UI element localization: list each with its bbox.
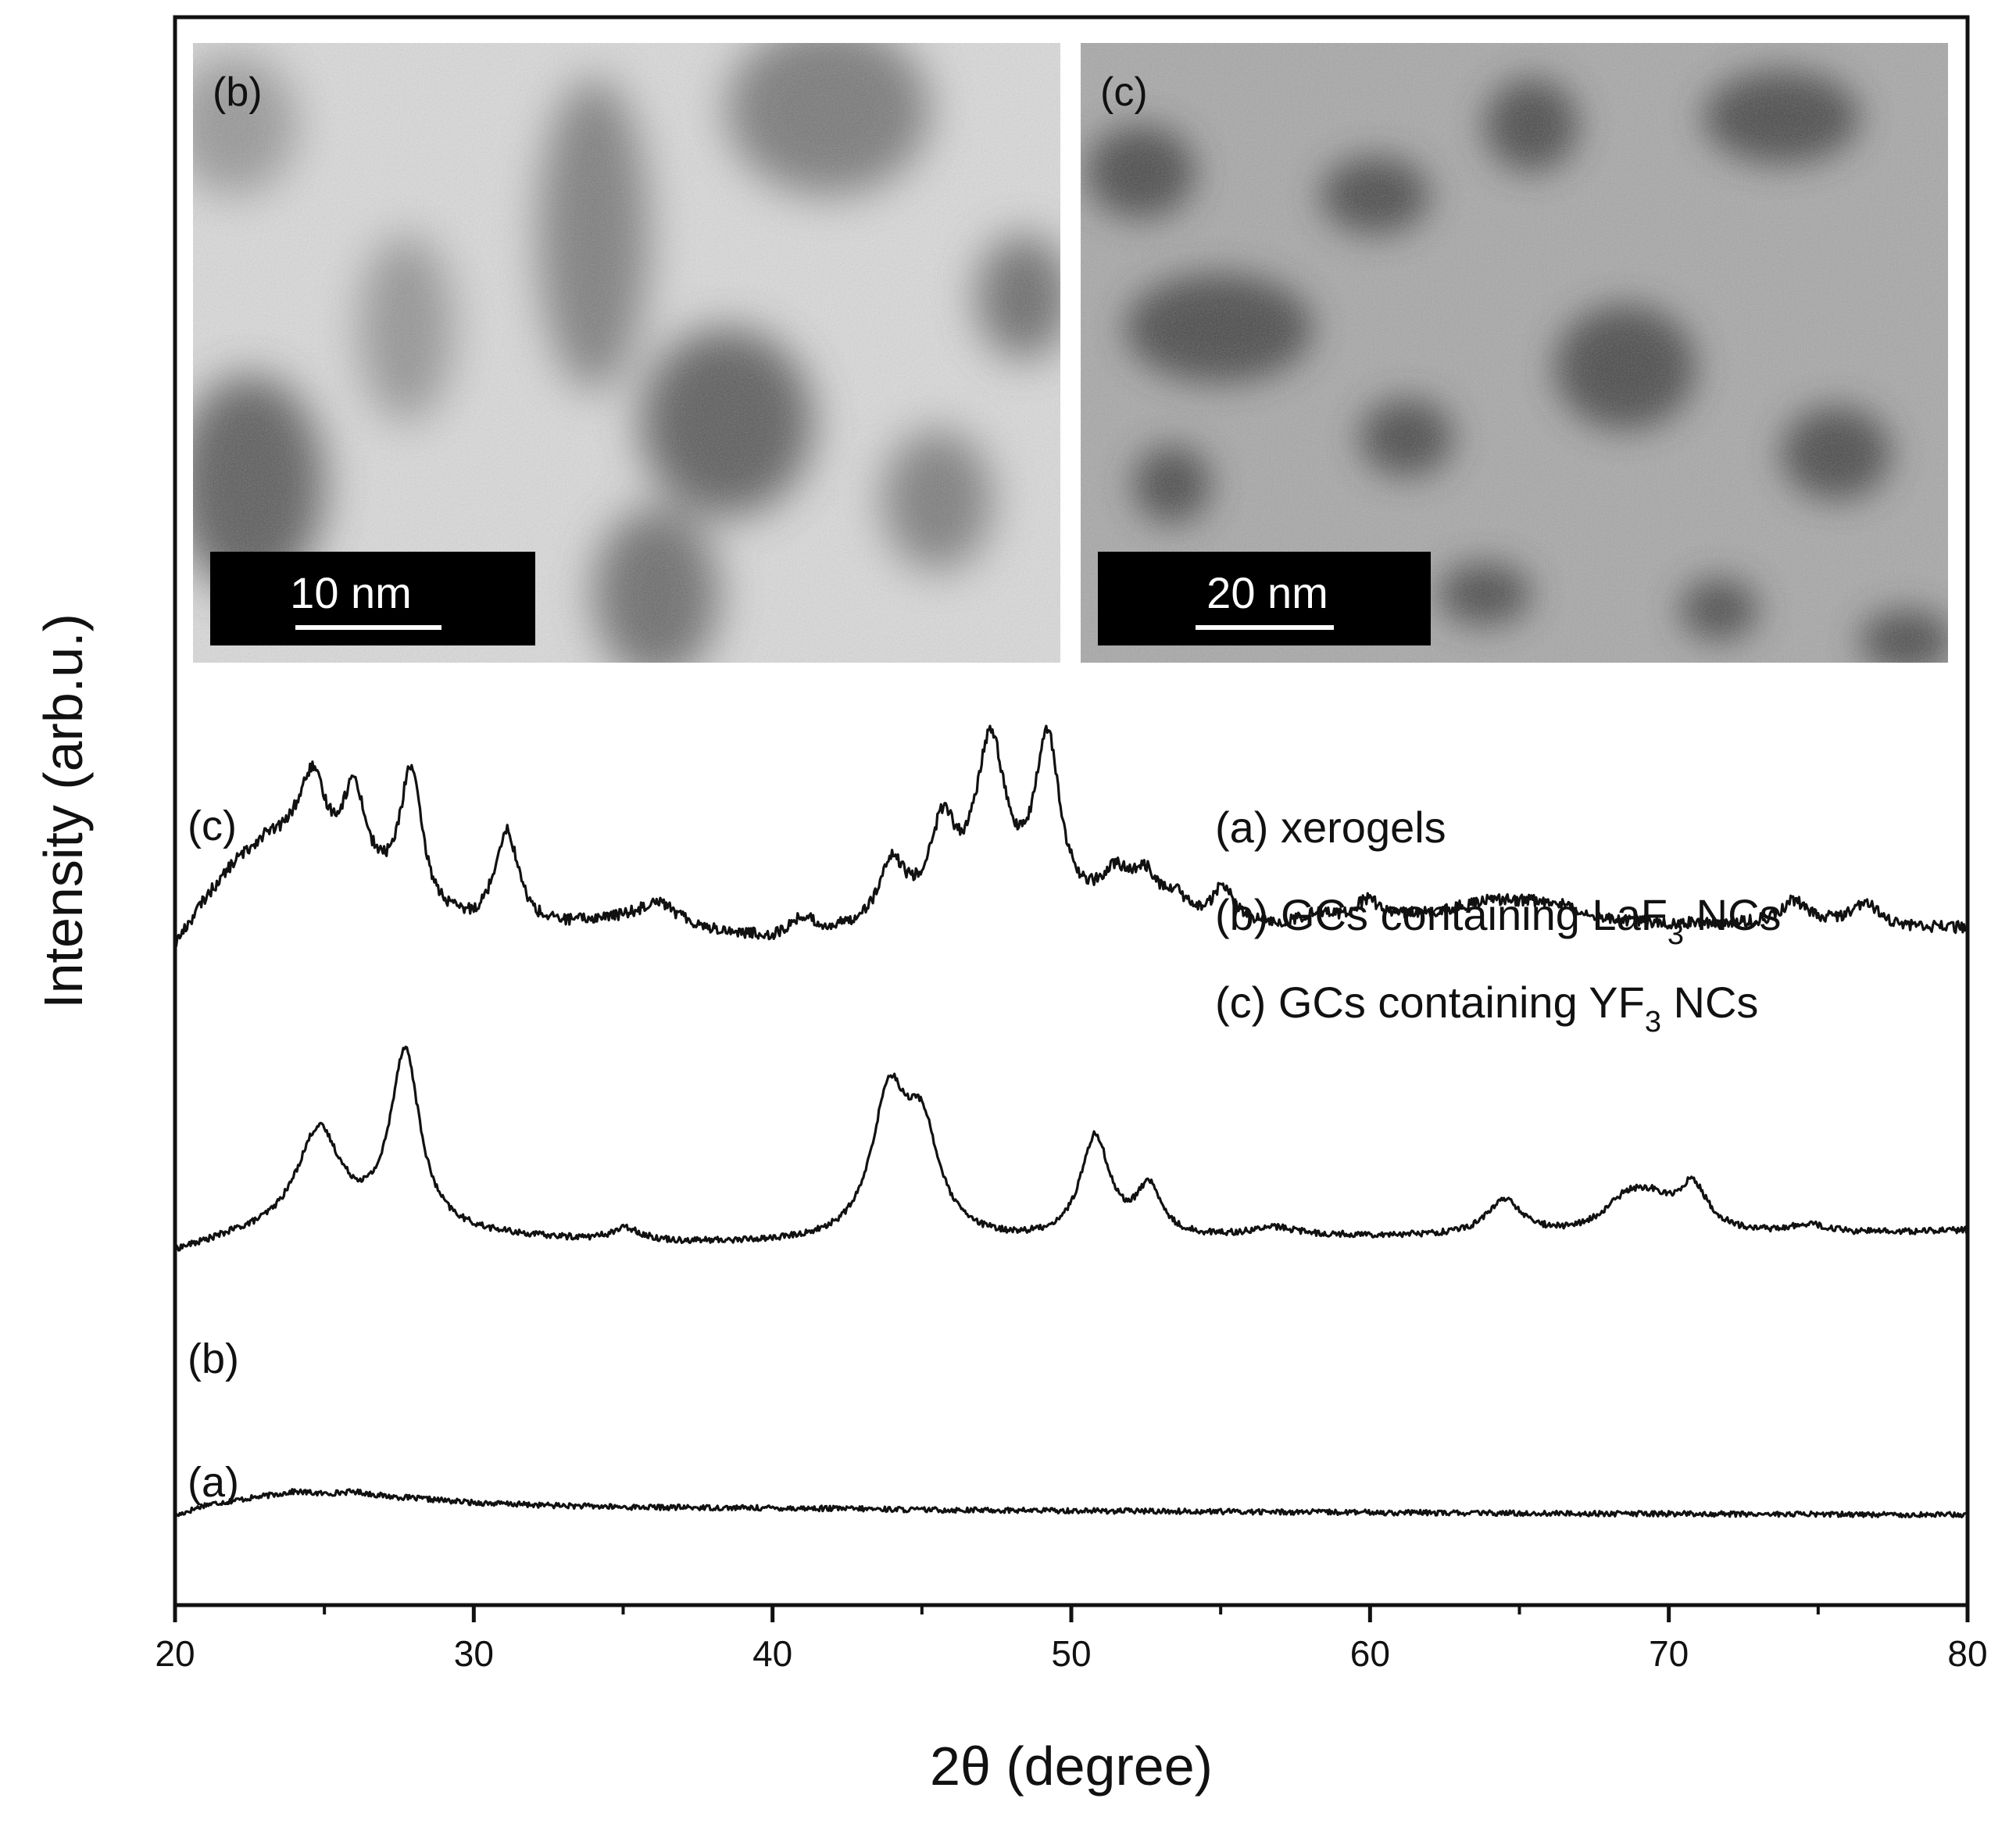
inset-c-label: (c)	[1100, 70, 1148, 115]
xrd-curves	[173, 724, 1969, 1518]
tem-inset-b	[193, 43, 1060, 663]
x-tick-label-30: 30	[454, 1633, 494, 1674]
curve-label-c: (c)	[188, 803, 237, 849]
x-tick-label-70: 70	[1649, 1633, 1689, 1674]
x-tick-label-80: 80	[1947, 1633, 1987, 1674]
x-tick-label-60: 60	[1350, 1633, 1390, 1674]
curve-label-a: (a)	[188, 1459, 239, 1506]
x-tick-label-20: 20	[155, 1633, 195, 1674]
curve-label-b: (b)	[188, 1335, 239, 1382]
series-line-c	[174, 724, 1969, 948]
y-axis-title: Intensity (arb.u.)	[33, 613, 94, 1009]
series-line-a	[173, 1488, 1969, 1518]
legend-item-a: (a) xerogels	[1215, 803, 1446, 852]
scale-bar-text-b: 10 nm	[290, 568, 412, 617]
inset-b-label: (b)	[213, 70, 263, 115]
x-axis: 20 30 40 50 60 70 80	[155, 1605, 1988, 1674]
x-tick-label-40: 40	[752, 1633, 792, 1674]
legend-item-b: (b) GCs containing LaF3 NCs	[1215, 890, 1782, 951]
scale-bar-text-c: 20 nm	[1206, 568, 1328, 617]
x-tick-label-50: 50	[1051, 1633, 1091, 1674]
series-line-b	[173, 1046, 1968, 1252]
legend-item-c: (c) GCs containing YF3 NCs	[1215, 978, 1758, 1039]
x-axis-title: 2θ (degree)	[930, 1736, 1213, 1797]
legend: (a) xerogels (b) GCs containing LaF3 NCs…	[1215, 803, 1782, 1039]
